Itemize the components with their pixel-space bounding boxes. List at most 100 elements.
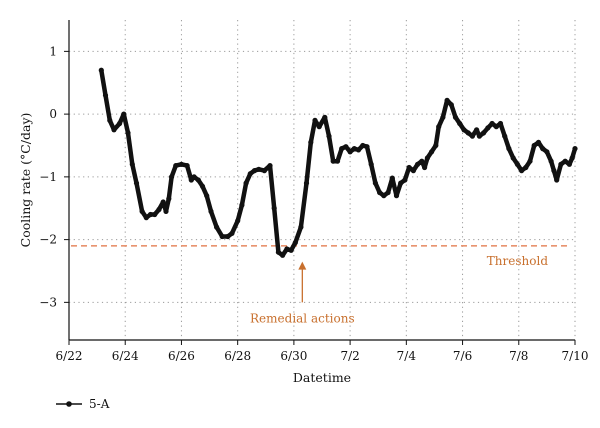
x-axis-title: Datetime: [293, 370, 351, 385]
data-point: [117, 120, 123, 127]
data-point: [184, 163, 190, 169]
data-point: [292, 240, 298, 246]
data-point: [351, 146, 357, 152]
data-point: [312, 117, 318, 123]
data-point: [377, 189, 383, 196]
data-point: [339, 146, 345, 152]
data-point: [436, 124, 442, 130]
data-point: [410, 168, 416, 174]
data-point: [173, 163, 179, 169]
data-point: [422, 164, 428, 171]
data-point: [229, 230, 235, 236]
y-axis-title: Cooling rate (°C/day): [18, 113, 33, 248]
y-tick-label: −1: [39, 170, 57, 184]
data-point: [424, 155, 430, 161]
data-point: [330, 158, 336, 164]
legend: 5-A: [56, 397, 110, 411]
data-point: [225, 233, 231, 240]
data-point: [355, 147, 362, 153]
data-point: [469, 133, 475, 139]
data-point: [461, 127, 467, 133]
x-tick-label: 7/2: [340, 349, 359, 363]
x-ticks: 6/22 6/24 6/26 6/28 6/30 7/2 7/4 7/6 7/8 7/10: [56, 340, 589, 363]
data-point: [98, 67, 104, 73]
data-point: [219, 233, 225, 240]
data-point: [402, 177, 408, 183]
data-point: [214, 224, 220, 230]
data-point: [510, 155, 516, 161]
data-point: [334, 158, 341, 164]
x-tick-label: 6/28: [224, 349, 251, 363]
data-point: [195, 177, 201, 183]
data-point: [111, 127, 117, 133]
data-point: [481, 130, 487, 136]
data-point: [440, 114, 446, 120]
data-point: [107, 117, 113, 123]
data-point: [360, 142, 366, 149]
data-point: [497, 120, 504, 127]
x-tick-label: 6/24: [112, 349, 139, 363]
data-point: [156, 206, 162, 213]
data-point: [178, 161, 184, 167]
data-point: [527, 158, 533, 164]
x-tick-label: 6/30: [280, 349, 307, 363]
series-points: [98, 67, 578, 258]
data-point: [385, 189, 391, 196]
y-tick-label: −3: [39, 295, 57, 309]
data-point: [519, 168, 525, 174]
data-point: [256, 166, 262, 172]
data-point: [474, 127, 480, 133]
data-point: [558, 161, 564, 167]
data-point: [280, 252, 286, 258]
y-ticks: 1 0 −1 −2 −3: [39, 44, 69, 309]
x-tick-label: 7/6: [453, 349, 472, 363]
data-point: [535, 139, 542, 145]
data-point: [444, 97, 450, 103]
grid-lines: [68, 20, 576, 340]
data-point: [121, 111, 127, 117]
y-tick-label: −2: [39, 233, 57, 247]
x-tick-label: 6/22: [56, 349, 83, 363]
data-point: [133, 180, 140, 186]
data-point: [457, 120, 463, 127]
data-point: [199, 183, 206, 189]
data-point: [303, 180, 310, 186]
data-point: [372, 180, 378, 186]
data-point: [166, 196, 172, 202]
data-point: [235, 218, 241, 224]
data-point: [406, 164, 412, 171]
data-point: [271, 205, 277, 211]
data-point: [322, 114, 328, 120]
legend-label-5-a: 5-A: [89, 397, 110, 411]
data-point: [343, 144, 349, 150]
data-point: [544, 149, 550, 155]
data-point: [551, 168, 557, 174]
data-point: [572, 146, 578, 152]
data-point: [569, 155, 575, 161]
data-point: [540, 146, 546, 152]
data-point: [489, 120, 495, 127]
data-point: [288, 247, 294, 253]
data-point: [531, 142, 537, 149]
data-point: [452, 114, 459, 120]
data-point: [139, 208, 145, 214]
data-point: [389, 175, 395, 181]
data-point: [275, 249, 281, 255]
data-point: [562, 158, 568, 164]
x-tick-label: 7/10: [562, 349, 589, 363]
data-point: [393, 193, 400, 199]
data-point: [147, 211, 154, 218]
data-point: [433, 142, 439, 149]
data-point: [191, 174, 197, 180]
data-point: [160, 199, 166, 205]
data-point: [398, 180, 404, 186]
data-point: [316, 124, 322, 130]
data-point: [208, 208, 214, 214]
data-point: [368, 161, 374, 167]
data-point: [129, 161, 135, 167]
data-point: [415, 161, 421, 167]
remedial-actions-arrowhead: [298, 261, 307, 270]
data-point: [267, 163, 273, 169]
data-point: [476, 133, 482, 139]
